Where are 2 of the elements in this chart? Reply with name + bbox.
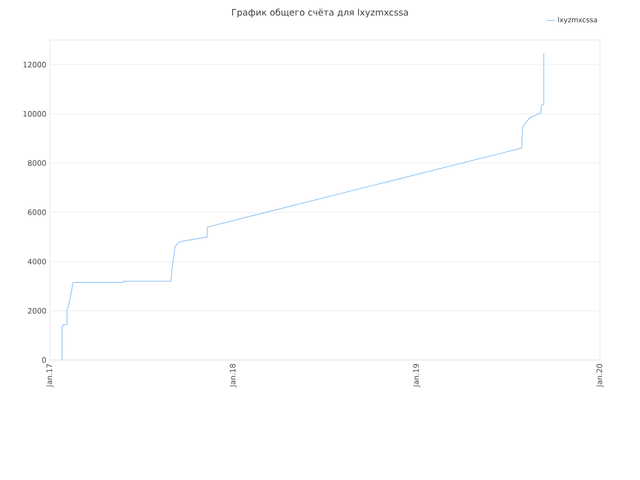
- line-series: [62, 53, 544, 360]
- chart-title: График общего счёта для lxyzmxcssa: [232, 8, 408, 18]
